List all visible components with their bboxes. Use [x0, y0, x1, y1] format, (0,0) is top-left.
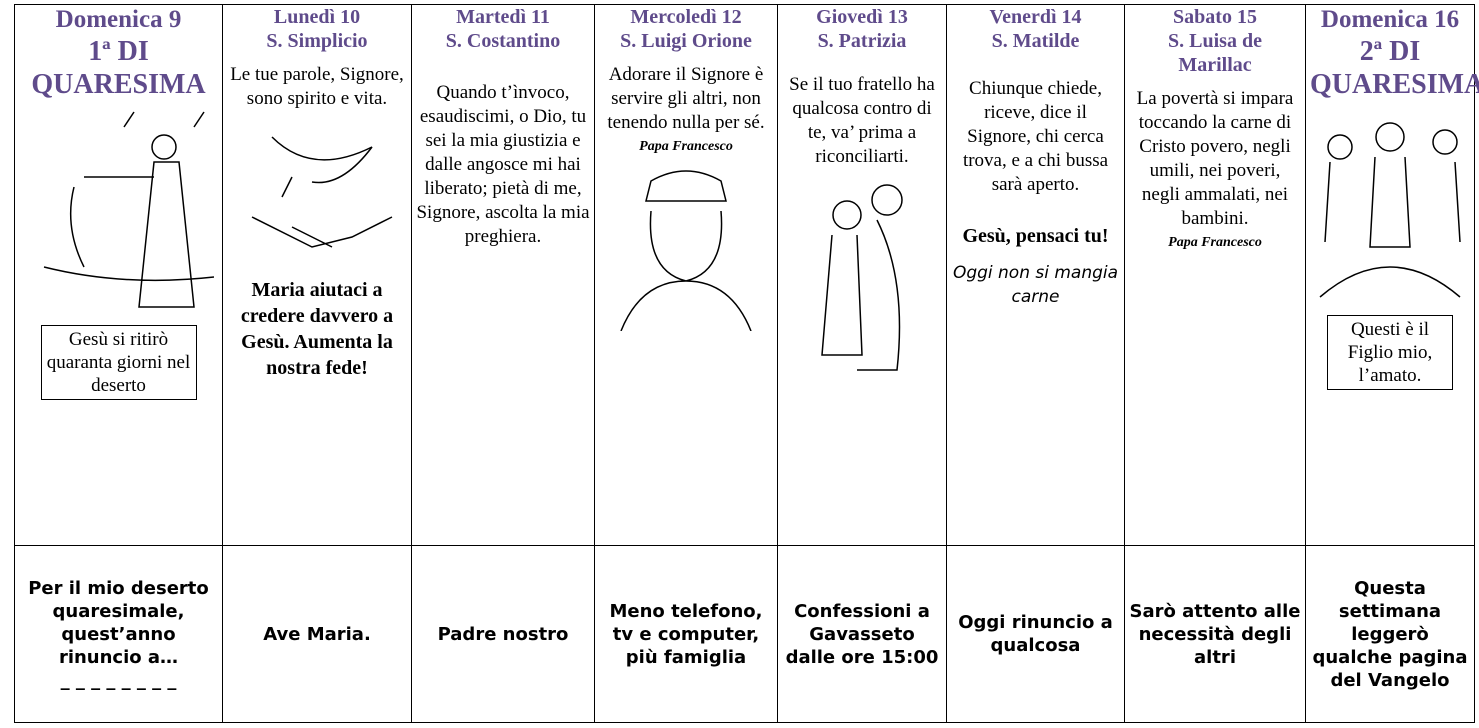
heading: 1ª DI QUARESIMA — [31, 36, 206, 100]
cell: Oggi rinuncio a qualcosa — [946, 545, 1125, 723]
saint: S. Costantino — [445, 30, 561, 52]
saint: S. Matilde — [991, 30, 1080, 52]
row: Domenica 9 1ª DI QUARESIMA Gesù si ritir… — [14, 4, 1479, 546]
cell: Padre nostro — [411, 545, 595, 723]
note-box: Gesù si ritirò quaranta giorni nel deser… — [40, 325, 197, 400]
illustration — [1319, 122, 1461, 298]
day: Giovedì 13 — [816, 6, 908, 28]
illustration — [251, 136, 393, 248]
quote: La povertà si impara toccando la carne d… — [1136, 88, 1294, 229]
action: Questa settimana leggerò qualche pagina … — [1312, 577, 1468, 691]
saint: S. Luigi Orione — [620, 30, 752, 52]
cell: Giovedì 13 S. Patrizia Se il tuo fratell… — [777, 4, 947, 546]
cell: Sabato 15 S. Luisa de Marillac La povert… — [1124, 4, 1306, 546]
cell: Domenica 9 1ª DI QUARESIMA Gesù si ritir… — [14, 4, 223, 546]
action: Ave Maria. — [263, 623, 371, 645]
author: Papa Francesco — [1168, 235, 1262, 250]
prayer: Maria aiutaci a credere davvero a Gesù. … — [240, 279, 394, 379]
action: Confessioni a Gavasseto dalle ore 15:00 — [785, 600, 939, 668]
day: Domenica 9 — [55, 6, 182, 33]
day: Mercoledì 12 — [630, 6, 742, 28]
day: Sabato 15 — [1173, 6, 1257, 28]
quote: Le tue parole, Signore, sono spirito e v… — [230, 64, 404, 109]
day: Domenica 16 — [1320, 6, 1460, 33]
cell: Mercoledì 12 S. Luigi Orione Adorare il … — [594, 4, 778, 546]
day: Martedì 11 — [456, 6, 550, 28]
cell: Meno telefono, tv e computer, più famigl… — [594, 545, 778, 723]
action: Per il mio deserto quaresimale, quest’an… — [28, 577, 209, 668]
note: Oggi non si mangia carne — [952, 263, 1119, 307]
saint: S. Patrizia — [817, 30, 907, 52]
day: Lunedì 10 — [273, 6, 361, 28]
prayer: Gesù, pensaci tu! — [962, 225, 1109, 247]
cell: Martedì 11 S. Costantino Quando t’ìnvoco… — [411, 4, 595, 546]
heading: 2ª DI QUARESIMA — [1310, 36, 1479, 100]
quote: Chiunque chiede, riceve, dice il Signore… — [962, 78, 1109, 195]
note-box: Questi è il Figlio mio, l’amato. — [1327, 315, 1453, 390]
cell: Venerdì 14 S. Matilde Chiunque chiede, r… — [946, 4, 1125, 546]
cell: Confessioni a Gavasseto dalle ore 15:00 — [777, 545, 947, 723]
cell: Ave Maria. — [222, 545, 412, 723]
illustration — [620, 170, 752, 331]
saint: S. Simplicio — [266, 30, 368, 52]
quote: Quando t’ìnvoco, esaudiscimi, o Dio, tu … — [416, 82, 590, 247]
action: Padre nostro — [437, 623, 569, 645]
row: Per il mio deserto quaresimale, quest’an… — [14, 545, 1475, 723]
cell: Sarò attento alle necessità degli altri — [1124, 545, 1306, 723]
saint: S. Luisa de Marillac — [1168, 30, 1262, 76]
action: Meno telefono, tv e computer, più famigl… — [609, 600, 763, 668]
action: Oggi rinuncio a qualcosa — [958, 612, 1113, 656]
action: Sarò attento alle necessità degli altri — [1129, 600, 1301, 668]
cell: Questa settimana leggerò qualche pagina … — [1305, 545, 1475, 723]
calendar-table: Domenica 9 1ª DI QUARESIMA Gesù si ritir… — [14, 4, 1479, 723]
day: Venerdì 14 — [989, 6, 1082, 28]
quote: Adorare il Signore è servire gli altri, … — [607, 64, 765, 133]
quote: Se il tuo fratello ha qualcosa contro di… — [789, 74, 935, 167]
cell: Lunedì 10 S. Simplicio Le tue parole, Si… — [222, 4, 412, 546]
illustration — [821, 184, 903, 371]
author: Papa Francesco — [639, 139, 733, 154]
cell: Per il mio deserto quaresimale, quest’an… — [14, 545, 223, 723]
illustration — [43, 111, 214, 308]
blank-line: _ _ _ _ _ _ _ _ — [60, 669, 177, 691]
cell: Domenica 16 2ª DI QUARESIMA Questi è il … — [1305, 4, 1479, 546]
